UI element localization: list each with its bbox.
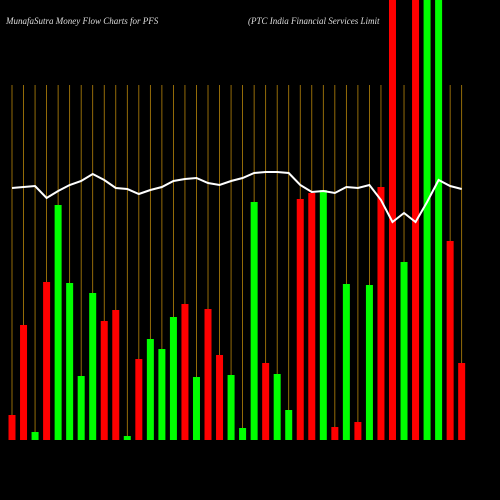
bar: [146, 339, 154, 440]
bar: [377, 187, 385, 440]
bar: [216, 355, 224, 440]
bar: [227, 375, 235, 440]
bar: [273, 374, 281, 440]
bar: [423, 0, 431, 440]
bar: [365, 285, 373, 440]
bar: [112, 310, 120, 440]
bar: [135, 359, 143, 440]
money-flow-line: [11, 171, 462, 224]
bar: [158, 349, 166, 440]
bar: [262, 363, 270, 440]
bar: [239, 428, 247, 440]
bar: [66, 283, 74, 440]
bar: [331, 427, 339, 440]
chart-title: MunafaSutra Money Flow Charts for PFS: [5, 16, 159, 26]
bar: [77, 376, 85, 440]
bar: [250, 202, 258, 440]
bar: [458, 363, 466, 440]
bar: [308, 193, 316, 440]
bar: [123, 436, 131, 440]
bar: [181, 304, 189, 440]
bar: [100, 321, 108, 440]
bar: [169, 317, 177, 440]
bar: [296, 199, 304, 440]
bar: [192, 377, 200, 440]
bar: [43, 282, 51, 440]
bar: [342, 284, 350, 440]
bar: [20, 325, 28, 440]
bar: [204, 309, 212, 440]
bar: [8, 415, 16, 440]
bar: [435, 0, 443, 440]
bar: [54, 205, 62, 440]
chart-subtitle: (PTC India Financial Services Limit: [248, 16, 380, 26]
bar: [31, 432, 39, 440]
bar: [319, 190, 327, 440]
bar: [285, 410, 293, 440]
bar: [89, 293, 97, 440]
bar: [354, 422, 362, 440]
bar: [446, 241, 454, 440]
bar: [400, 262, 408, 440]
